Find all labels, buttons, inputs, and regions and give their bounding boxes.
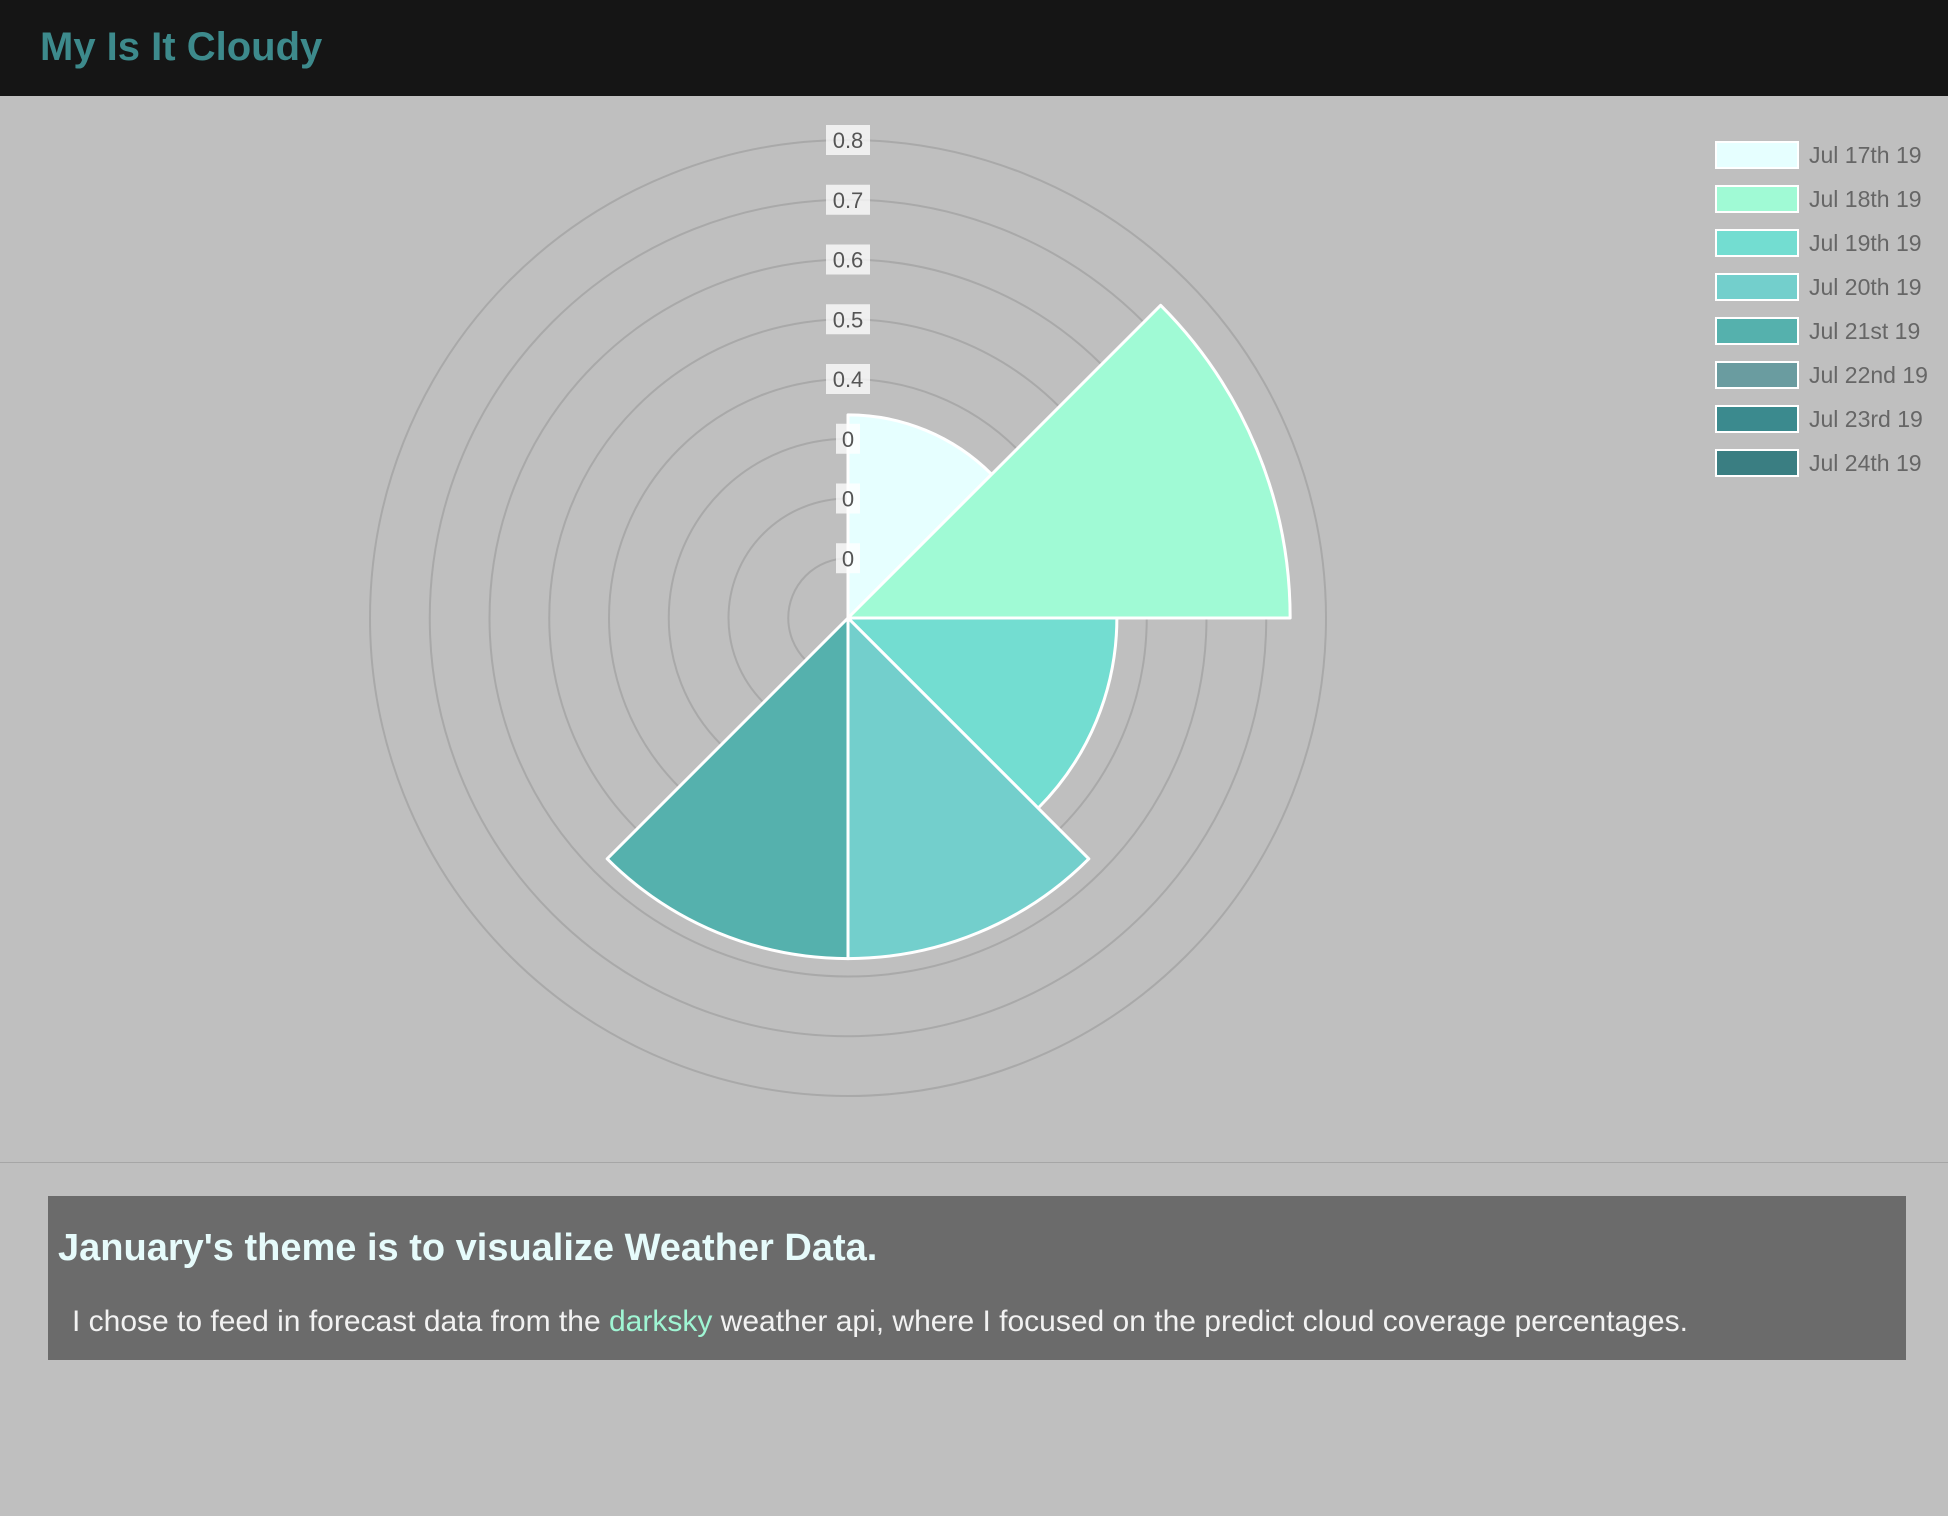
legend-swatch [1715,141,1799,169]
radial-tick-label: 0 [842,546,854,571]
tick-label-backdrop [826,244,870,275]
polar-slice [846,616,1119,810]
radial-tick-label: 0.4 [833,367,864,392]
darksky-link[interactable]: darksky [608,1305,713,1338]
polar-slice [605,616,850,961]
radial-tick-label: 0 [842,487,854,512]
legend-label: Jul 24th 19 [1809,450,1922,476]
radial-tick-label: 0.5 [833,307,864,332]
polar-slice [846,413,994,620]
chart-area: 0 0 0 0.4 0.5 0.6 0.7 0.8 Jul 17th 19 Jul 18th 19… [0,96,1948,1162]
brand-title-link[interactable]: My Is It Cloudy [40,25,323,69]
legend-swatch [1715,317,1799,345]
legend-swatch [1715,229,1799,257]
legend-swatch [1715,405,1799,433]
polar-area-chart: 0 0 0 0.4 0.5 0.6 0.7 0.8 Jul 17th 19 Jul 18th 19… [369,125,1928,1097]
legend-label: Jul 17th 19 [1809,142,1922,168]
tick-label-backdrop [836,483,860,514]
legend-swatch [1715,273,1799,301]
tick-label-backdrop [826,304,870,335]
radial-tick-label: 0 [842,427,854,452]
tick-label-backdrop [826,125,870,155]
info-text: I chose to feed in forecast data from th… [72,1304,1688,1340]
legend-swatch [1715,361,1799,389]
tick-label-backdrop [836,423,860,454]
legend-swatch [1715,185,1799,213]
info-text-before: I chose to feed in forecast data from th… [72,1305,609,1338]
top-navbar: My Is It Cloudy [0,0,1948,96]
legend-label: Jul 18th 19 [1809,186,1922,212]
legend-swatch [1715,449,1799,477]
legend-label: Jul 23rd 19 [1809,406,1923,432]
tick-label-backdrop [826,364,870,394]
info-heading: January's theme is to visualize Weather … [58,1227,878,1269]
info-panel: January's theme is to visualize Weather … [48,1196,1906,1360]
section-divider [0,1162,1948,1163]
radial-tick-label: 0.6 [833,248,864,273]
tick-label-backdrop [836,543,860,574]
legend-label: Jul 19th 19 [1809,230,1922,256]
polar-slice [846,616,1091,961]
polar-slice [846,303,1292,620]
radial-tick-label: 0.8 [833,128,864,153]
legend-label: Jul 22nd 19 [1809,362,1928,388]
legend-label: Jul 20th 19 [1809,274,1922,300]
tick-label-backdrop [826,184,870,215]
info-text-after: weather api, where I focused on the pred… [712,1305,1688,1338]
radial-tick-label: 0.7 [833,188,864,213]
legend-label: Jul 21st 19 [1809,318,1920,344]
